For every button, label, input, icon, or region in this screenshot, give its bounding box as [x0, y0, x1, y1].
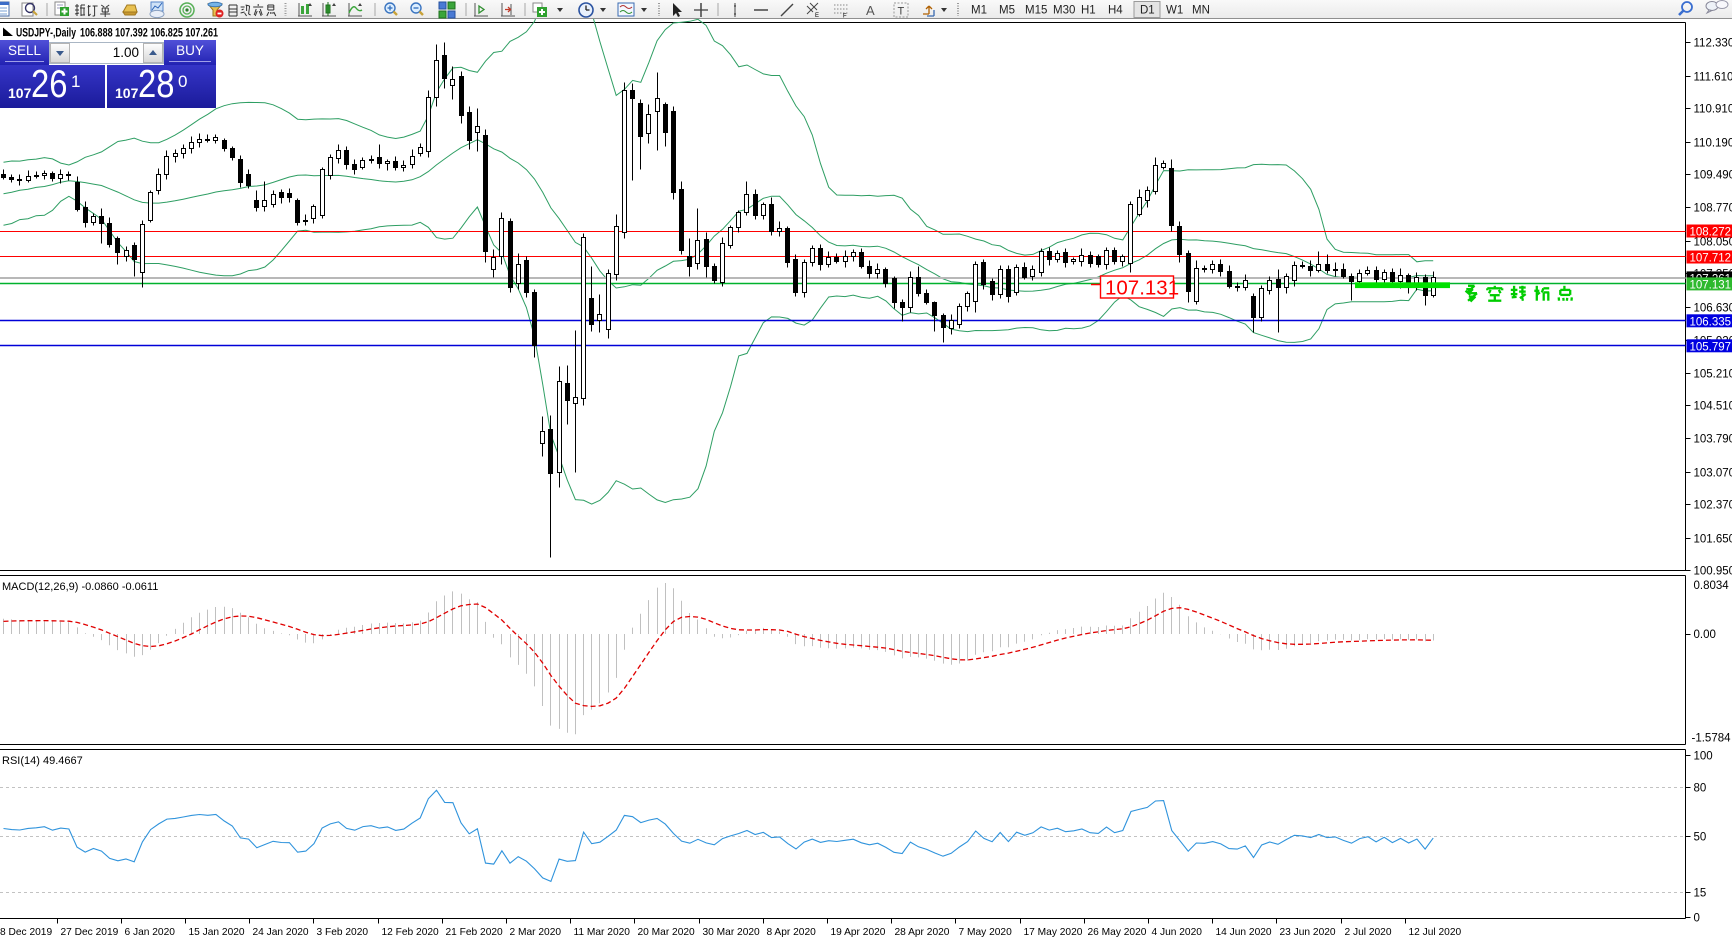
svg-text:4 Jun 2020: 4 Jun 2020: [1152, 927, 1203, 938]
svg-text:15 Jan 2020: 15 Jan 2020: [189, 927, 245, 938]
svg-text:0.00: 0.00: [1694, 629, 1716, 641]
svg-text:108.272: 108.272: [1690, 227, 1732, 239]
svg-text:26 May 2020: 26 May 2020: [1088, 927, 1147, 938]
svg-text:103.070: 103.070: [1694, 468, 1732, 480]
svg-text:T: T: [898, 6, 905, 18]
svg-text:MN: MN: [1192, 5, 1210, 17]
svg-text:24 Jan 2020: 24 Jan 2020: [253, 927, 309, 938]
svg-text:M5: M5: [999, 5, 1015, 17]
svg-text:D1: D1: [1140, 5, 1155, 17]
svg-text:USDJPY-,Daily: USDJPY-,Daily: [16, 28, 76, 40]
svg-text:104.510: 104.510: [1694, 401, 1732, 413]
svg-text:105.210: 105.210: [1694, 369, 1732, 381]
svg-text:23 Jun 2020: 23 Jun 2020: [1280, 927, 1336, 938]
svg-text:112.330: 112.330: [1694, 38, 1732, 50]
svg-text:H4: H4: [1108, 5, 1123, 17]
svg-text:107.131: 107.131: [1105, 277, 1179, 300]
svg-text:108.050: 108.050: [1694, 237, 1732, 249]
svg-text:28 Apr 2020: 28 Apr 2020: [895, 927, 950, 938]
svg-text:21 Feb 2020: 21 Feb 2020: [446, 927, 504, 938]
svg-text:106.335: 106.335: [1690, 316, 1732, 328]
svg-text:2 Mar 2020: 2 Mar 2020: [510, 927, 562, 938]
svg-text:W1: W1: [1166, 5, 1183, 17]
svg-text:12 Jul 2020: 12 Jul 2020: [1409, 927, 1462, 938]
svg-text:111.610: 111.610: [1694, 72, 1732, 84]
svg-text:106.888 107.392 106.825 107.26: 106.888 107.392 106.825 107.261: [80, 28, 218, 40]
svg-text:109.490: 109.490: [1694, 170, 1732, 182]
svg-text:M30: M30: [1053, 5, 1075, 17]
svg-text:15: 15: [1694, 888, 1707, 900]
svg-text:110.910: 110.910: [1694, 104, 1732, 116]
svg-text:100: 100: [1694, 751, 1713, 763]
svg-text:6 Jan 2020: 6 Jan 2020: [125, 927, 176, 938]
svg-text:E: E: [815, 13, 819, 19]
svg-text:110.190: 110.190: [1694, 138, 1732, 150]
svg-text:8 Dec 2019: 8 Dec 2019: [0, 927, 52, 938]
svg-text:M15: M15: [1025, 5, 1047, 17]
svg-text:80: 80: [1694, 783, 1707, 795]
svg-text:30 Mar 2020: 30 Mar 2020: [703, 927, 761, 938]
svg-text:17 May 2020: 17 May 2020: [1024, 927, 1083, 938]
svg-text:H1: H1: [1081, 5, 1096, 17]
svg-text:F: F: [843, 14, 847, 20]
svg-text:14 Jun 2020: 14 Jun 2020: [1216, 927, 1272, 938]
svg-text:101.650: 101.650: [1694, 534, 1732, 546]
svg-text:2 Jul 2020: 2 Jul 2020: [1345, 927, 1392, 938]
svg-text:50: 50: [1694, 832, 1707, 844]
svg-text:0: 0: [1694, 913, 1700, 925]
svg-text:19 Apr 2020: 19 Apr 2020: [831, 927, 886, 938]
svg-text:12 Feb 2020: 12 Feb 2020: [382, 927, 440, 938]
svg-text:27 Dec 2019: 27 Dec 2019: [61, 927, 119, 938]
svg-text:108.770: 108.770: [1694, 203, 1732, 215]
svg-text:11 Mar 2020: 11 Mar 2020: [574, 927, 631, 938]
svg-text:103.790: 103.790: [1694, 434, 1732, 446]
svg-text:107.131: 107.131: [1690, 279, 1732, 291]
svg-text:106.630: 106.630: [1694, 303, 1732, 315]
svg-text:-1.5784: -1.5784: [1692, 733, 1732, 745]
svg-text:100.950: 100.950: [1694, 566, 1732, 578]
svg-text:7 May 2020: 7 May 2020: [959, 927, 1013, 938]
svg-text:105.797: 105.797: [1690, 341, 1732, 353]
svg-text:MACD(12,26,9) -0.0860 -0.0611: MACD(12,26,9) -0.0860 -0.0611: [2, 581, 158, 593]
svg-text:M1: M1: [971, 5, 987, 17]
svg-text:RSI(14) 49.4667: RSI(14) 49.4667: [2, 755, 83, 767]
svg-text:0.8034: 0.8034: [1694, 580, 1730, 592]
svg-text:3 Feb 2020: 3 Feb 2020: [317, 927, 369, 938]
svg-text:8 Apr 2020: 8 Apr 2020: [767, 927, 817, 938]
svg-text:102.370: 102.370: [1694, 500, 1732, 512]
svg-text:20 Mar 2020: 20 Mar 2020: [638, 927, 696, 938]
svg-text:107.712: 107.712: [1690, 253, 1732, 265]
svg-text:A: A: [866, 3, 875, 18]
